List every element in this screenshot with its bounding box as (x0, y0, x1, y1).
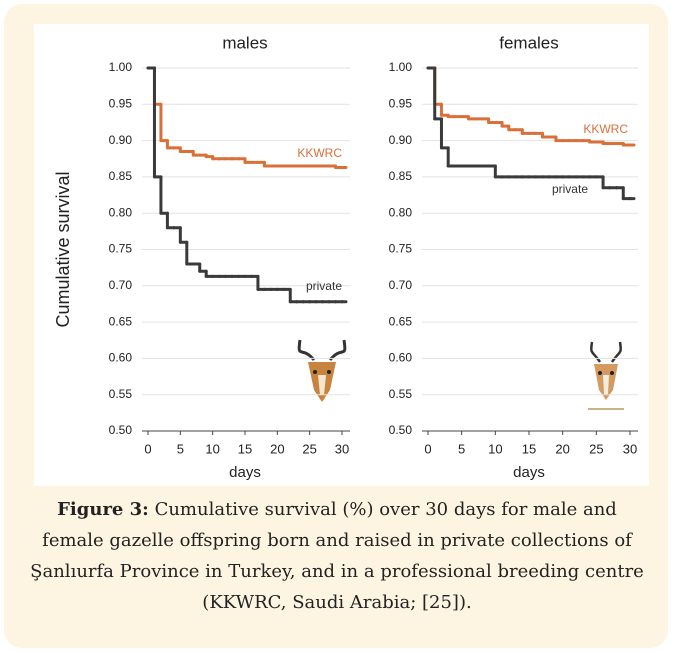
x-tick-label: 25 (302, 441, 316, 456)
x-tick-label: 0 (424, 441, 431, 456)
caption: Figure 3: Cumulative survival (%) over 3… (30, 494, 644, 618)
y-tick-label: 1.00 (389, 60, 413, 74)
x-tick-label: 10 (488, 441, 502, 456)
x-axis-label: days (513, 464, 545, 481)
y-tick-label: 0.90 (389, 133, 413, 147)
y-axis-label: Cumulative survival (53, 171, 73, 327)
y-tick-label: 0.95 (109, 96, 133, 110)
y-tick-label: 0.65 (109, 314, 133, 328)
x-tick-label: 30 (335, 441, 349, 456)
x-tick-label: 5 (458, 441, 465, 456)
y-tick-label: 0.50 (389, 423, 413, 437)
x-tick-label: 30 (623, 441, 637, 456)
series-label: private (552, 182, 588, 196)
x-tick-label: 10 (205, 441, 219, 456)
x-axis-label: days (229, 464, 261, 481)
x-tick-label: 5 (177, 441, 184, 456)
chart: males days Cumulative survival 0.50 0.55 0.60… (0, 0, 674, 490)
chart-title: males (222, 33, 267, 52)
y-tick-label: 0.55 (109, 387, 133, 401)
gazelle-icon (299, 340, 345, 402)
x-tick-label: 20 (555, 441, 569, 456)
y-tick-label: 0.75 (109, 242, 133, 256)
y-tick-label: 0.80 (389, 205, 413, 219)
y-tick-label: 0.80 (109, 205, 133, 219)
y-tick-label: 0.65 (389, 314, 413, 328)
y-tick-label: 0.95 (389, 96, 413, 110)
y-tick-label: 0.70 (389, 278, 413, 292)
y-tick-label: 0.85 (109, 169, 133, 183)
series-label: private (306, 279, 342, 293)
y-tick-label: 0.60 (109, 351, 133, 365)
series-label: KKWRC (583, 122, 628, 136)
y-tick-label: 0.60 (389, 351, 413, 365)
x-tick-label: 25 (589, 441, 603, 456)
y-tick-label: 0.70 (109, 278, 133, 292)
x-tick-label: 0 (144, 441, 151, 456)
y-tick-label: 0.85 (389, 169, 413, 183)
chart-title: females (499, 33, 559, 52)
x-tick-label: 15 (522, 441, 536, 456)
series-label: KKWRC (297, 146, 342, 160)
x-tick-label: 20 (270, 441, 284, 456)
gazelle-icon (588, 342, 624, 410)
y-tick-label: 0.50 (109, 423, 133, 437)
y-tick-label: 0.90 (109, 133, 133, 147)
x-tick-label: 15 (238, 441, 252, 456)
caption-label: Figure 3: (57, 499, 149, 520)
y-tick-label: 0.55 (389, 387, 413, 401)
y-tick-label: 0.75 (389, 242, 413, 256)
y-tick-label: 1.00 (109, 60, 133, 74)
